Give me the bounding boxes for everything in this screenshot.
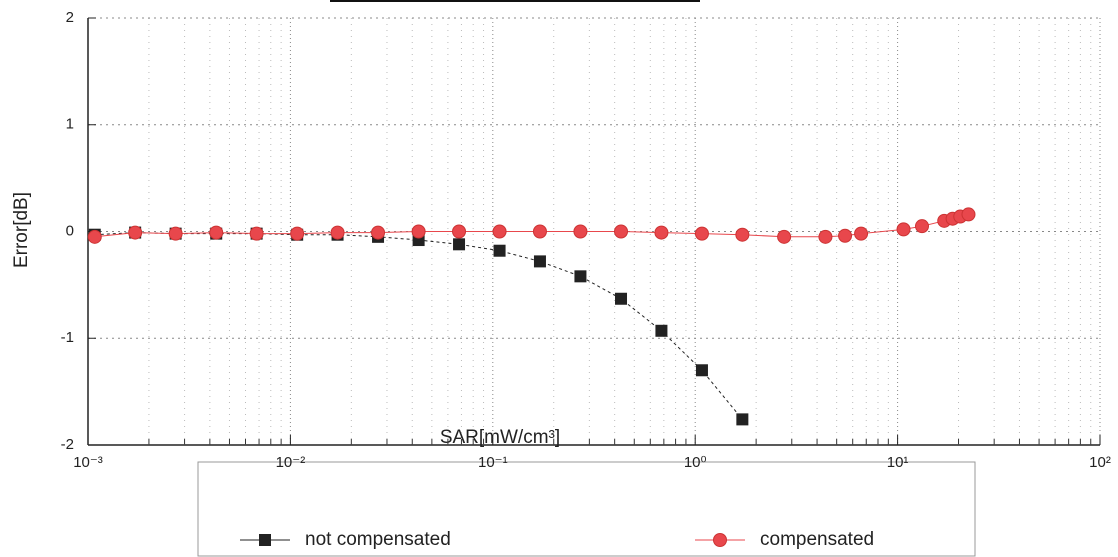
data-point xyxy=(330,225,345,240)
data-point xyxy=(736,413,749,426)
y-tick-label: 1 xyxy=(66,116,74,133)
data-point xyxy=(694,226,709,241)
y-axis-title: Error[dB] xyxy=(11,192,32,268)
x-tick-label: 10⁻³ xyxy=(73,454,103,471)
legend-marker xyxy=(713,533,727,547)
legend-text: compensated xyxy=(760,529,874,550)
data-point xyxy=(695,364,708,377)
data-point xyxy=(961,207,976,222)
y-tick-label: 0 xyxy=(66,222,74,239)
data-point xyxy=(655,324,668,337)
data-point xyxy=(371,225,386,240)
data-point xyxy=(87,229,102,244)
data-point xyxy=(209,225,224,240)
x-axis-title: SAR[mW/cm³] xyxy=(440,427,560,448)
data-point xyxy=(411,224,426,239)
x-tick-label: 10⁰ xyxy=(684,454,707,471)
y-tick-label: 2 xyxy=(66,9,74,26)
x-tick-label: 10¹ xyxy=(887,454,909,471)
data-point xyxy=(168,226,183,241)
y-tick-label: -1 xyxy=(61,329,74,346)
data-point xyxy=(128,225,143,240)
x-tick-label: 10⁻² xyxy=(276,454,306,471)
data-point xyxy=(533,255,546,268)
x-tick-label: 10² xyxy=(1089,454,1111,471)
data-point xyxy=(453,238,466,251)
data-point xyxy=(896,222,911,237)
data-point xyxy=(818,229,833,244)
data-point xyxy=(493,244,506,257)
data-point xyxy=(777,229,792,244)
data-point xyxy=(838,228,853,243)
data-point xyxy=(854,226,869,241)
data-point xyxy=(654,225,669,240)
legend-text: not compensated xyxy=(305,529,451,550)
data-point xyxy=(615,292,628,305)
series-line xyxy=(94,213,969,238)
legend-box xyxy=(197,461,976,557)
data-point xyxy=(532,224,547,239)
data-point xyxy=(452,224,467,239)
data-point xyxy=(290,226,305,241)
x-tick-label: 10⁻¹ xyxy=(478,454,508,471)
data-point xyxy=(249,226,264,241)
legend-marker xyxy=(259,534,271,546)
data-point xyxy=(574,270,587,283)
data-point xyxy=(573,224,588,239)
data-point xyxy=(915,219,930,234)
series-line xyxy=(94,232,743,420)
data-point xyxy=(492,224,507,239)
y-tick-label: -2 xyxy=(61,436,74,453)
data-point xyxy=(735,227,750,242)
data-point xyxy=(614,224,629,239)
